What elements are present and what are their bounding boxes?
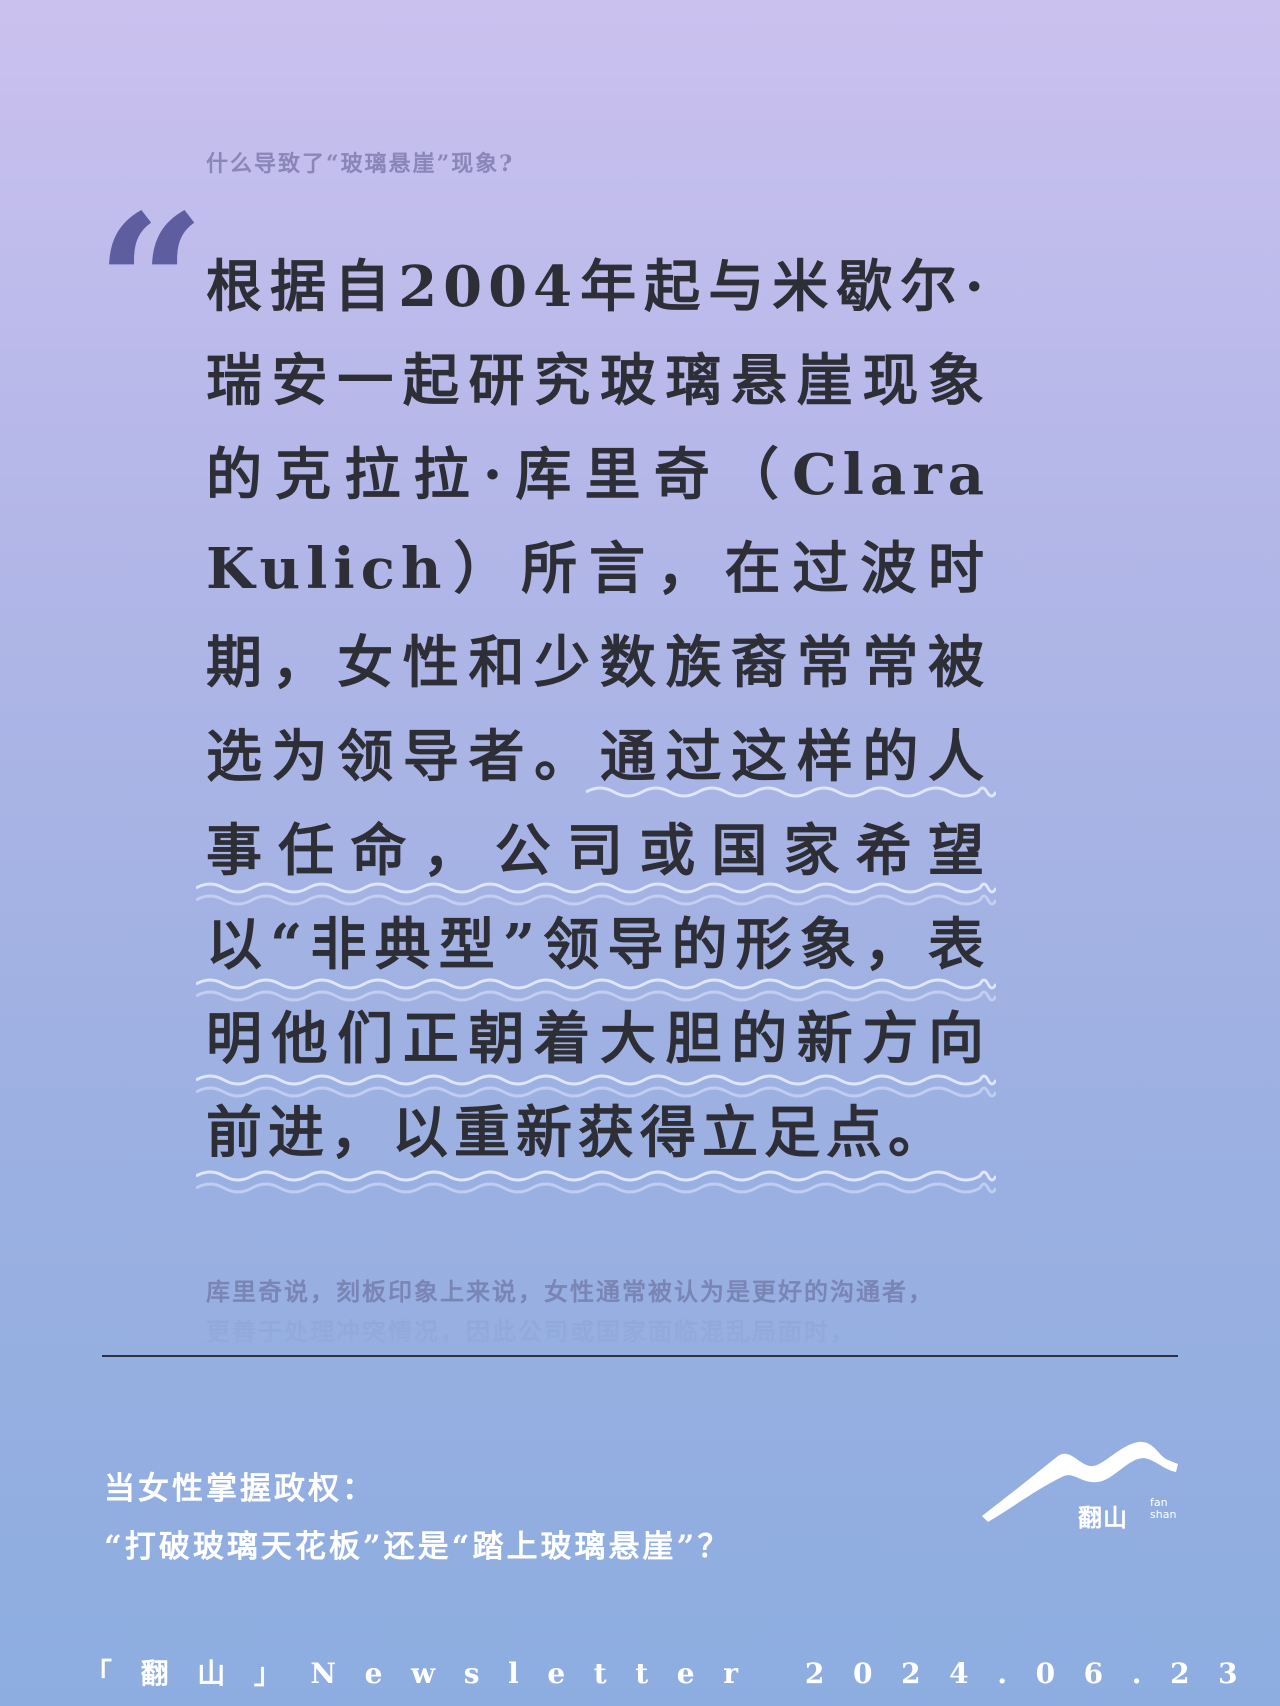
article-title-line-2: “打破玻璃天花板”还是“踏上玻璃悬崖”？ [104,1529,732,1565]
pull-quote: 根据自2004年起与米歇尔·瑞安一起研究玻璃悬崖现象的克拉拉·库里奇（Clara… [206,254,990,1166]
logo-subtitle: fan shan [1150,1496,1177,1521]
mountain-logo-icon [982,1441,1178,1522]
followup-line-1: 库里奇说，刻板印象上来说，女性通常被认为是更好的沟通者， [206,1277,934,1306]
wave-line [196,1182,996,1194]
footer-newsletter-date: 「翻山」Newsletter 2024.06.23 [84,1657,1267,1690]
divider [102,1355,1178,1357]
question-heading: 什么导致了“玻璃悬崖”现象? [206,151,515,177]
logo-name: 翻山 [1078,1504,1128,1532]
article-title: 当女性掌握政权： “打破玻璃天花板”还是“踏上玻璃悬崖”？ [104,1460,731,1576]
followup-line-2: 更善于处理冲突情况，因此公司或国家面临混乱局面时， [206,1317,856,1346]
quote-mark-icon: “ [96,173,206,396]
article-title-line-1: 当女性掌握政权： [104,1471,376,1507]
followup-paragraph: 库里奇说，刻板印象上来说，女性通常被认为是更好的沟通者， 更善于处理冲突情况，因… [206,1272,996,1352]
